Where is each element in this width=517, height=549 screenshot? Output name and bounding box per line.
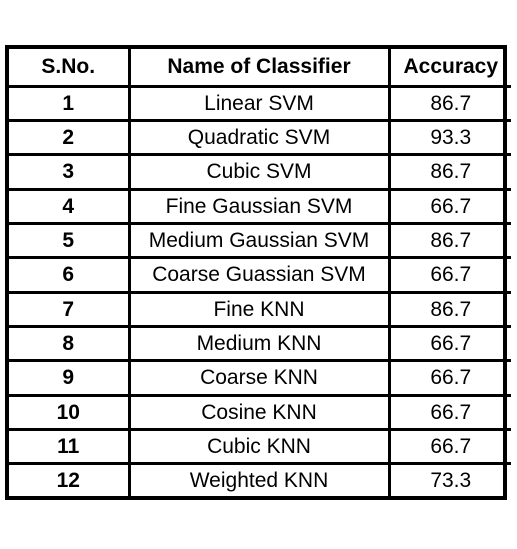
- table-row: 8 Medium KNN 66.7: [9, 324, 511, 363]
- row-sno: 5: [9, 221, 131, 260]
- row-accuracy: 86.7: [387, 84, 511, 122]
- row-accuracy: 86.7: [387, 153, 511, 191]
- table-row: 5 Medium Gaussian SVM 86.7: [9, 221, 511, 260]
- row-classifier-name: Medium Gaussian SVM: [127, 221, 391, 260]
- table-row: 11 Cubic KNN 66.7: [9, 427, 511, 466]
- table-row: 4 Fine Gaussian SVM 66.7: [9, 187, 511, 225]
- row-classifier-name: Linear SVM: [127, 84, 391, 122]
- row-accuracy: 66.7: [387, 359, 511, 397]
- row-sno: 8: [9, 324, 131, 363]
- row-classifier-name: Quadratic SVM: [127, 118, 391, 157]
- row-classifier-name: Cubic SVM: [127, 153, 391, 191]
- table-header-row: S.No. Name of Classifier Accuracy: [9, 49, 511, 88]
- row-accuracy: 66.7: [387, 187, 511, 225]
- row-sno: 1: [9, 84, 131, 122]
- row-accuracy: 73.3: [387, 462, 511, 496]
- table-row: 3 Cubic SVM 86.7: [9, 153, 511, 191]
- row-classifier-name: Fine KNN: [127, 290, 391, 328]
- row-classifier-name: Coarse KNN: [127, 359, 391, 397]
- row-classifier-name: Weighted KNN: [127, 462, 391, 496]
- classifier-accuracy-table: S.No. Name of Classifier Accuracy 1 Line…: [9, 49, 511, 496]
- row-sno: 4: [9, 187, 131, 225]
- row-sno: 9: [9, 359, 131, 397]
- row-classifier-name: Medium KNN: [127, 324, 391, 363]
- row-classifier-name: Coarse Guassian SVM: [127, 256, 391, 294]
- row-classifier-name: Cubic KNN: [127, 427, 391, 466]
- row-sno: 7: [9, 290, 131, 328]
- row-sno: 6: [9, 256, 131, 294]
- row-sno: 2: [9, 118, 131, 157]
- row-accuracy: 66.7: [387, 324, 511, 363]
- classifier-accuracy-table-frame: S.No. Name of Classifier Accuracy 1 Line…: [5, 45, 511, 500]
- table-row: 6 Coarse Guassian SVM 66.7: [9, 256, 511, 294]
- row-sno: 12: [9, 462, 131, 496]
- row-accuracy: 66.7: [387, 256, 511, 294]
- row-accuracy: 86.7: [387, 290, 511, 328]
- column-header-sno: S.No.: [9, 49, 131, 88]
- column-header-accuracy: Accuracy: [387, 49, 511, 88]
- row-classifier-name: Cosine KNN: [127, 393, 391, 431]
- row-sno: 11: [9, 427, 131, 466]
- row-accuracy: 93.3: [387, 118, 511, 157]
- row-accuracy: 66.7: [387, 393, 511, 431]
- table-row: 7 Fine KNN 86.7: [9, 290, 511, 328]
- row-accuracy: 86.7: [387, 221, 511, 260]
- table-row: 1 Linear SVM 86.7: [9, 84, 511, 122]
- table-row: 10 Cosine KNN 66.7: [9, 393, 511, 431]
- row-sno: 3: [9, 153, 131, 191]
- row-classifier-name: Fine Gaussian SVM: [127, 187, 391, 225]
- table-row: 9 Coarse KNN 66.7: [9, 359, 511, 397]
- table-row: 2 Quadratic SVM 93.3: [9, 118, 511, 157]
- table-row: 12 Weighted KNN 73.3: [9, 462, 511, 496]
- row-accuracy: 66.7: [387, 427, 511, 466]
- row-sno: 10: [9, 393, 131, 431]
- column-header-classifier: Name of Classifier: [127, 49, 391, 88]
